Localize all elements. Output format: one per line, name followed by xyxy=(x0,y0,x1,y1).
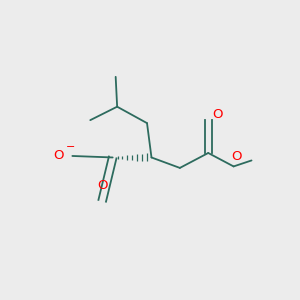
Text: −: − xyxy=(66,142,75,152)
Text: O: O xyxy=(231,150,242,164)
Text: O: O xyxy=(54,149,64,163)
Text: O: O xyxy=(212,108,222,121)
Text: O: O xyxy=(97,179,107,192)
